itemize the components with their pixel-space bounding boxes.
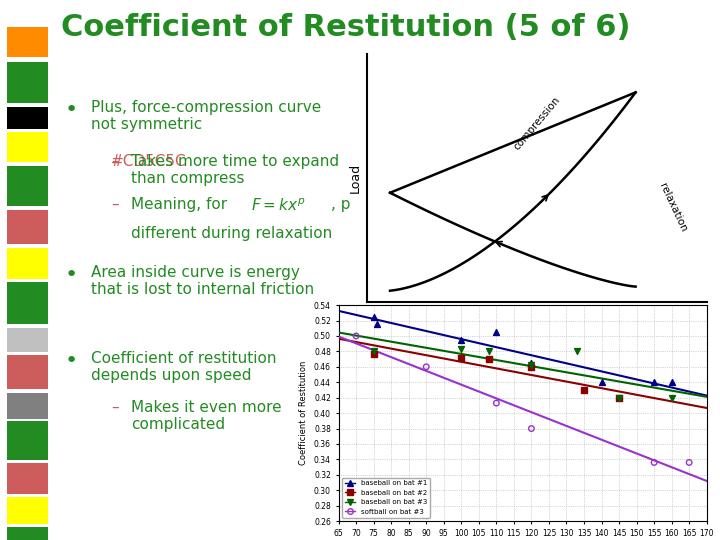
Point (368, 350, 379, 359)
Text: •: • (65, 100, 78, 120)
Bar (6, 328, 48, 352)
Point (526, 362, 537, 371)
Bar (6, 166, 48, 206)
Bar (6, 107, 48, 129)
Point (351, 332, 362, 340)
Point (526, 361, 537, 369)
Text: relaxation: relaxation (657, 182, 688, 234)
Text: compression: compression (512, 95, 562, 152)
Text: Makes it even more
complicated: Makes it even more complicated (131, 400, 282, 432)
Point (571, 347, 582, 356)
Point (613, 393, 625, 402)
Bar (6, 526, 48, 540)
Text: Area inside curve is energy
that is lost to internal friction: Area inside curve is energy that is lost… (91, 265, 315, 297)
Point (490, 399, 502, 407)
Bar (6, 463, 48, 494)
Text: $F = kx^p$: $F = kx^p$ (251, 197, 305, 214)
Point (666, 393, 678, 402)
Y-axis label: Coefficient of Restitution: Coefficient of Restitution (300, 361, 308, 465)
Point (456, 335, 467, 344)
Bar (6, 355, 48, 389)
Bar (6, 132, 48, 162)
Point (372, 320, 383, 329)
Bar (6, 248, 48, 279)
Point (490, 328, 502, 336)
Bar (6, 62, 48, 103)
Point (666, 378, 678, 387)
Text: , p: , p (330, 197, 351, 212)
Point (526, 424, 537, 433)
Bar (6, 282, 48, 324)
Point (368, 312, 379, 321)
Text: Takes more time to expand
than compress: Takes more time to expand than compress (131, 154, 339, 186)
Text: –: – (112, 197, 119, 212)
Text: •: • (65, 351, 78, 371)
Bar (6, 497, 48, 524)
Point (484, 355, 495, 363)
Text: –: – (112, 154, 119, 169)
Text: –: – (112, 400, 119, 415)
Text: Plus, force-compression curve
not symmetric: Plus, force-compression curve not symmet… (91, 100, 322, 132)
Point (648, 458, 660, 467)
Point (613, 393, 625, 402)
Legend: baseball on bat #1, baseball on bat #2, baseball on bat #3, softball on bat #3: baseball on bat #1, baseball on bat #2, … (342, 478, 430, 518)
Point (484, 347, 495, 356)
Point (683, 458, 695, 467)
Text: Coefficient of Restitution (5 of 6): Coefficient of Restitution (5 of 6) (61, 14, 631, 43)
Point (578, 386, 590, 394)
Text: different during relaxation: different during relaxation (131, 226, 333, 241)
Point (456, 353, 467, 362)
Bar (6, 421, 48, 460)
Bar (6, 27, 48, 57)
X-axis label: Displacement: Displacement (494, 308, 580, 321)
Bar (6, 210, 48, 244)
Point (368, 347, 379, 356)
Point (595, 378, 607, 387)
Bar (6, 393, 48, 418)
Point (526, 359, 537, 367)
Point (420, 362, 432, 371)
Text: •: • (65, 265, 78, 285)
Point (648, 378, 660, 387)
Text: Meaning, for: Meaning, for (131, 197, 233, 212)
Text: #CD5C5C: #CD5C5C (112, 154, 187, 169)
Text: Coefficient of restitution
depends upon speed: Coefficient of restitution depends upon … (91, 351, 276, 383)
Point (456, 345, 467, 353)
Y-axis label: Load: Load (349, 163, 362, 193)
